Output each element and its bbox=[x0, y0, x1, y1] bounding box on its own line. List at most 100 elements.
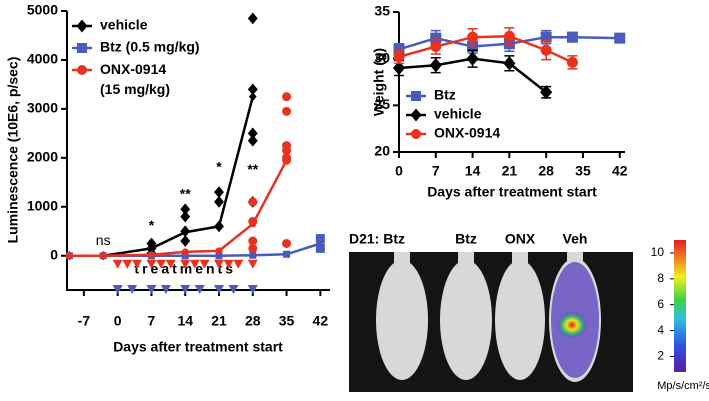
marker-circle bbox=[430, 41, 442, 53]
marker-diamond bbox=[540, 85, 553, 100]
image-label: ONX bbox=[505, 231, 536, 247]
x-tick-label: 28 bbox=[245, 313, 261, 329]
image-label: Veh bbox=[563, 231, 588, 247]
annotation: ** bbox=[180, 185, 191, 201]
marker-diamond bbox=[180, 225, 191, 238]
legend-label: Btz (0.5 mg/kg) bbox=[100, 39, 200, 55]
treatment-marker bbox=[228, 285, 239, 294]
treatment-marker bbox=[112, 259, 123, 269]
treatment-marker bbox=[199, 259, 210, 269]
colorbar-tick-label: 6 bbox=[657, 297, 664, 311]
marker-square bbox=[430, 32, 442, 44]
marker-circle bbox=[393, 51, 405, 63]
marker-square bbox=[316, 240, 324, 247]
marker-diamond bbox=[214, 196, 224, 208]
marker-square bbox=[315, 243, 325, 253]
marker-circle bbox=[467, 31, 479, 43]
imaging-panel: D21: Btz Btz ONX Veh Mp/s/cm²/sr bbox=[349, 231, 709, 392]
y-tick-label: 4000 bbox=[27, 51, 58, 67]
marker-circle bbox=[248, 216, 258, 226]
x-tick-label: -7 bbox=[78, 313, 91, 329]
treatment-marker bbox=[247, 285, 258, 294]
treatment-marker bbox=[214, 285, 225, 294]
marker-diamond bbox=[180, 210, 191, 223]
marker-square bbox=[393, 43, 405, 55]
y-tick-label: 35 bbox=[374, 3, 390, 19]
marker-diamond bbox=[247, 83, 258, 96]
marker-square bbox=[566, 31, 578, 43]
colorbar-tick-label: 10 bbox=[651, 245, 665, 259]
marker-circle bbox=[248, 197, 258, 207]
x-tick-label: 7 bbox=[148, 313, 156, 329]
treatment-marker bbox=[160, 285, 171, 294]
marker-diamond bbox=[248, 92, 257, 102]
colorbar-tick-label: 8 bbox=[657, 271, 664, 285]
x-axis-label: Days after treatment start bbox=[113, 339, 283, 355]
y-tick-label: 5000 bbox=[27, 2, 58, 18]
marker-circle bbox=[147, 251, 155, 259]
x-tick-label: 14 bbox=[465, 163, 481, 179]
marker-square bbox=[181, 252, 189, 260]
marker-circle bbox=[99, 252, 107, 260]
annotation: ns bbox=[96, 232, 111, 248]
marker-diamond bbox=[247, 134, 258, 147]
marker-circle bbox=[503, 30, 515, 42]
treatment-marker bbox=[214, 259, 225, 269]
x-tick-label: 0 bbox=[114, 313, 122, 329]
marker-circle bbox=[282, 155, 292, 165]
marker-circle bbox=[282, 239, 292, 248]
treatment-marker bbox=[194, 285, 205, 294]
marker-circle bbox=[540, 44, 552, 56]
annotation: * bbox=[149, 217, 155, 233]
x-tick-label: 14 bbox=[177, 313, 193, 329]
marker-square bbox=[249, 251, 257, 259]
axes bbox=[66, 11, 330, 291]
colorbar bbox=[674, 240, 686, 372]
marker-circle bbox=[65, 252, 73, 260]
marker-square bbox=[77, 43, 87, 53]
annotation: * bbox=[216, 158, 222, 174]
marker-diamond bbox=[466, 51, 479, 66]
treatment-marker bbox=[247, 259, 258, 269]
marker-circle bbox=[566, 56, 578, 68]
treatment-marker bbox=[165, 259, 176, 269]
marker-diamond bbox=[214, 186, 224, 198]
annotation: ** bbox=[247, 161, 258, 177]
treatment-marker bbox=[180, 259, 191, 269]
treatment-marker bbox=[131, 259, 142, 269]
marker-diamond bbox=[180, 203, 191, 216]
signal-hotspot bbox=[556, 311, 588, 339]
treatment-marker bbox=[180, 285, 191, 294]
y-tick-label: 25 bbox=[374, 96, 390, 112]
image-label: D21: Btz bbox=[349, 231, 405, 247]
treatment-marker bbox=[122, 259, 133, 269]
x-tick-label: 21 bbox=[211, 313, 227, 329]
y-axis-label: Luminescence (10E6, p/sec) bbox=[5, 57, 21, 244]
marker-circle bbox=[248, 236, 258, 246]
legend-label: ONX-0914 (15 mg/kg) bbox=[100, 61, 170, 97]
marker-square bbox=[215, 252, 223, 260]
y-tick-label: 3000 bbox=[27, 100, 58, 116]
marker-circle bbox=[181, 248, 189, 256]
marker-diamond bbox=[247, 12, 258, 25]
marker-square bbox=[283, 250, 291, 258]
treatment-marker bbox=[127, 285, 138, 294]
x-tick-label: 28 bbox=[538, 163, 554, 179]
treatment-marker bbox=[223, 259, 234, 269]
colorbar-unit: Mp/s/cm²/sr bbox=[657, 380, 709, 392]
y-tick-label: 30 bbox=[374, 49, 390, 65]
treatment-marker bbox=[156, 259, 167, 269]
y-axis-label: Weight (g) bbox=[371, 48, 387, 116]
marker-square bbox=[614, 32, 626, 44]
marker-circle bbox=[282, 92, 292, 102]
colorbar-tick-label: 4 bbox=[657, 323, 664, 337]
marker-square bbox=[411, 91, 421, 101]
legend-label: Btz bbox=[434, 87, 456, 103]
marker-square bbox=[315, 234, 325, 244]
treatment-marker bbox=[189, 259, 200, 269]
y-tick-label: 1000 bbox=[27, 197, 58, 213]
y-tick-label: 2000 bbox=[27, 149, 58, 165]
marker-square bbox=[540, 31, 552, 43]
